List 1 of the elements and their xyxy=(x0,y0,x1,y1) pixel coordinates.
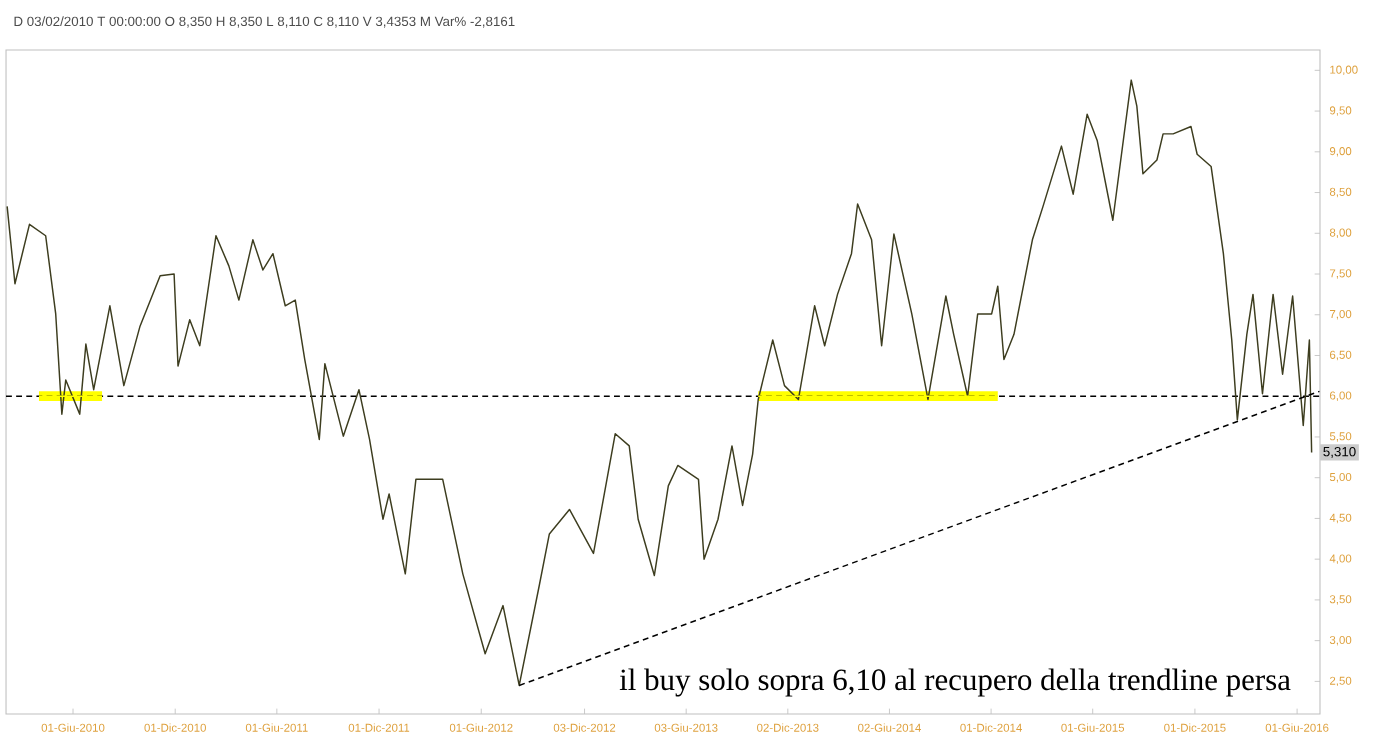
annotation: il buy solo sopra 6,10 al recupero della trendline persa xyxy=(619,668,1291,697)
